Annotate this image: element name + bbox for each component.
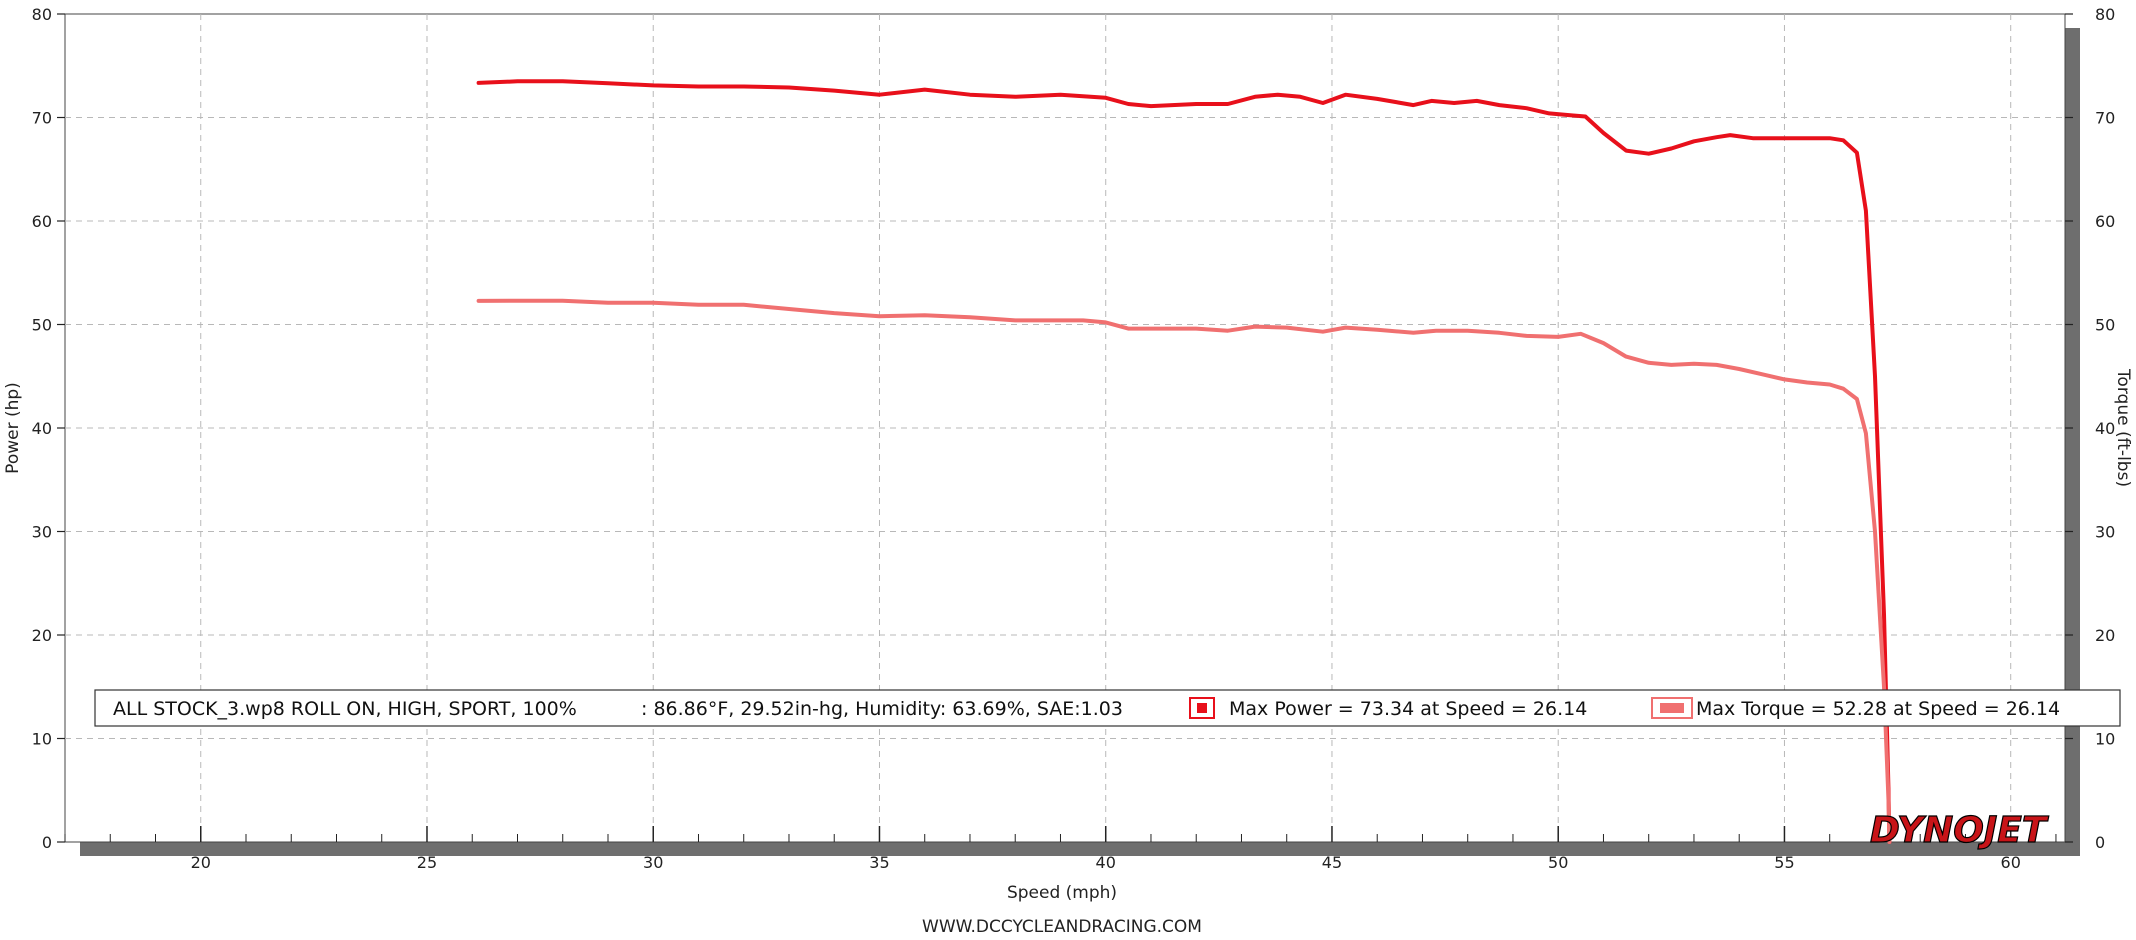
legend-run-info: ALL STOCK_3.wp8 ROLL ON, HIGH, SPORT, 10… (113, 698, 577, 720)
series-line-max-power (476, 79, 1892, 844)
footer-website: WWW.DCCYCLEANDRACING.COM (922, 917, 1202, 937)
legend-torque-entry: Max Torque = 52.28 at Speed = 26.14 (1696, 698, 2060, 720)
y-right-tick-label: 50 (2095, 316, 2115, 335)
x-axis: 20 25 30 35 40 45 50 55 60 (64, 826, 2057, 872)
x-axis-title: Speed (mph) (1007, 883, 1117, 903)
y-right-tick-label: 0 (2095, 833, 2105, 852)
y-left-tick-label: 70 (32, 109, 52, 128)
logo-text: DYNOJET (1870, 810, 2049, 851)
series-line-max-torque (476, 298, 1892, 844)
y-right-tick-label: 80 (2095, 5, 2115, 24)
y-left-tick-label: 40 (32, 419, 52, 438)
legend-box (94, 689, 2121, 727)
dynojet-logo: DYNOJET (1869, 809, 2049, 851)
left-y-axis: 0 10 20 30 40 50 60 70 80 (32, 5, 65, 852)
x-tick-label: 25 (417, 853, 437, 872)
x-tick-label: 20 (191, 853, 211, 872)
grid-lines (65, 14, 2065, 842)
x-tick-label: 60 (2001, 853, 2021, 872)
y-left-tick-label: 50 (32, 316, 52, 335)
x-tick-label: 45 (1322, 853, 1342, 872)
legend-power-swatch-fill (1197, 703, 1207, 713)
x-tick-label: 35 (869, 853, 889, 872)
x-tick-label: 30 (643, 853, 663, 872)
y-right-tick-label: 40 (2095, 419, 2115, 438)
y-left-tick-label: 80 (32, 5, 52, 24)
legend: ALL STOCK_3.wp8 ROLL ON, HIGH, SPORT, 10… (94, 689, 2121, 727)
x-tick-label: 40 (1096, 853, 1116, 872)
right-y-axis: 0 10 20 30 40 50 60 70 80 (2065, 5, 2115, 852)
y-left-tick-label: 10 (32, 730, 52, 749)
y-right-tick-label: 60 (2095, 212, 2115, 231)
y-right-tick-label: 10 (2095, 730, 2115, 749)
y-left-tick-label: 30 (32, 523, 52, 542)
y-left-tick-label: 0 (42, 833, 52, 852)
y-right-tick-label: 30 (2095, 523, 2115, 542)
y-right-tick-label: 20 (2095, 626, 2115, 645)
y-right-tick-label: 70 (2095, 109, 2115, 128)
y2-axis-title: Torque (ft-lbs) (2113, 368, 2133, 487)
y-left-tick-label: 20 (32, 626, 52, 645)
y-left-tick-label: 60 (32, 212, 52, 231)
y-axis-title: Power (hp) (3, 382, 23, 474)
legend-torque-swatch-fill (1660, 703, 1684, 713)
x-tick-label: 50 (1548, 853, 1568, 872)
legend-conditions: : 86.86°F, 29.52in-hg, Humidity: 63.69%,… (641, 698, 1123, 720)
series-layer (476, 79, 1892, 844)
legend-power-entry: Max Power = 73.34 at Speed = 26.14 (1229, 698, 1587, 720)
x-tick-label: 55 (1774, 853, 1794, 872)
